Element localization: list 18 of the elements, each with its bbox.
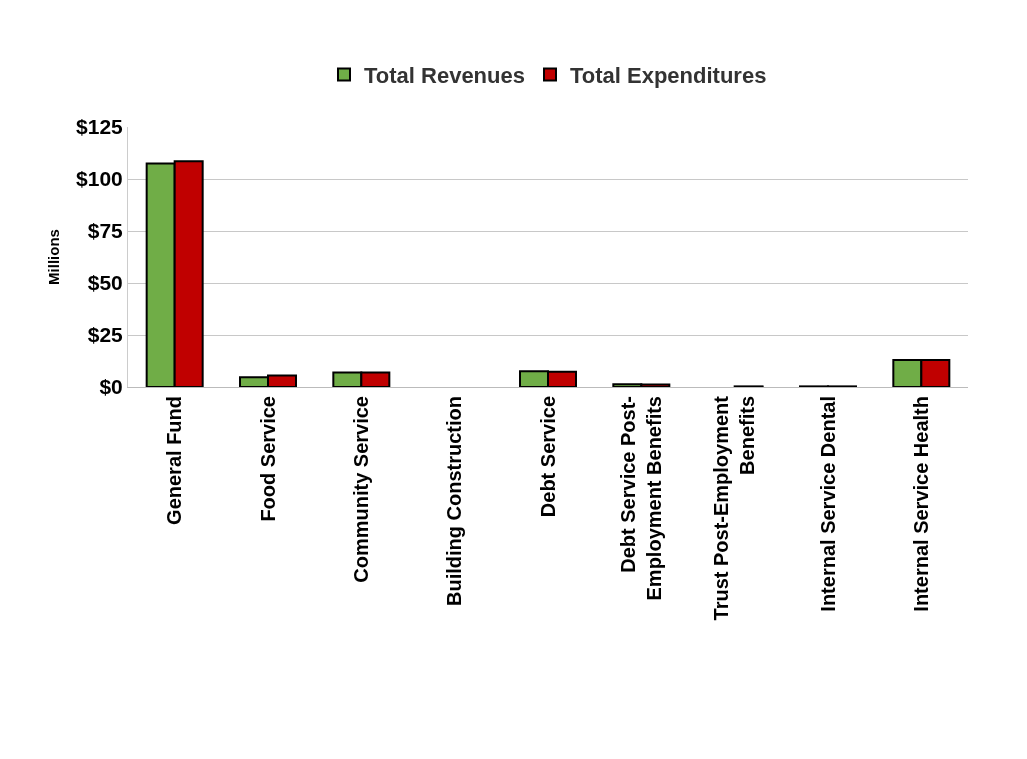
y-tick-label: $100 [76, 167, 123, 191]
x-tick-label: General Fund [163, 396, 186, 525]
y-tick-label: $50 [87, 271, 123, 295]
y-tick-label: $75 [87, 219, 124, 243]
legend-label: Total Expenditures [569, 63, 767, 89]
x-tick-label: Internal Service Health [909, 396, 932, 612]
x-tick-label: Debt Service Post-Employment Benefits [616, 396, 665, 601]
y-tick-label: $125 [76, 115, 124, 139]
x-tick-label: Trust Post-Employment Benefits [710, 395, 759, 621]
y-tick-label: $0 [99, 375, 123, 399]
legend-label: Total Revenues [364, 63, 525, 89]
y-axis-title: Millions [45, 229, 63, 285]
y-tick-label: $25 [87, 323, 124, 347]
x-tick-label: Internal Service Dental [816, 396, 839, 612]
x-tick-label: Community Service [349, 396, 372, 583]
x-tick-label: Debt Service [536, 396, 559, 518]
x-tick-label: Building Construction [443, 396, 466, 606]
x-tick-label: Food Service [256, 396, 279, 522]
